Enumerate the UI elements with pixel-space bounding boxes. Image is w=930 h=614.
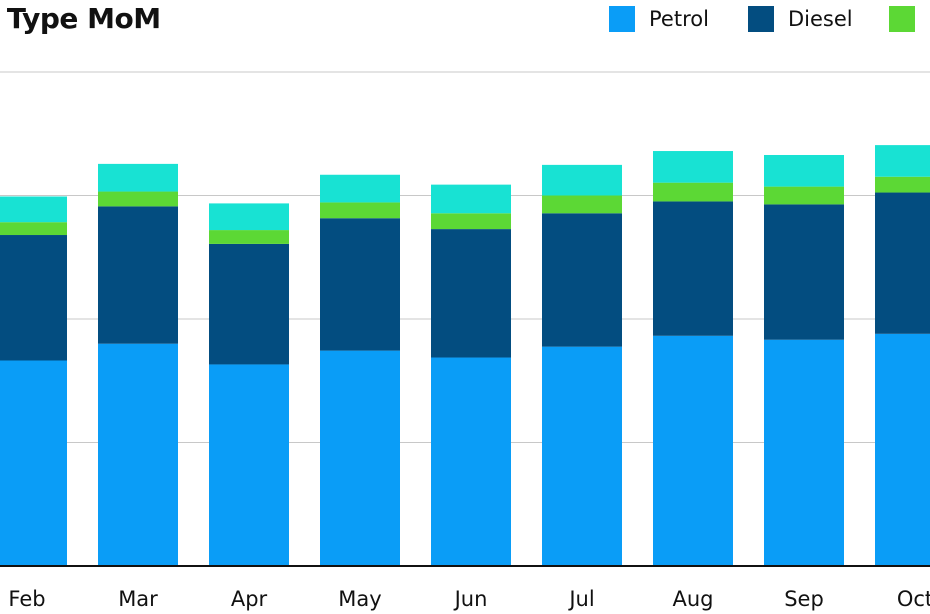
bar-feb-series-3[interactable] xyxy=(0,196,67,223)
bar-may-series-1[interactable] xyxy=(320,218,400,351)
x-tick-label-sep: Sep xyxy=(784,587,824,611)
x-tick-label-may: May xyxy=(338,587,381,611)
bar-apr-series-3[interactable] xyxy=(209,203,289,231)
legend-item-third[interactable] xyxy=(889,6,929,32)
bar-mar-series-2[interactable] xyxy=(98,191,178,207)
legend-swatch-diesel xyxy=(748,6,774,32)
bar-jul-series-1[interactable] xyxy=(542,213,622,347)
legend-item-diesel[interactable]: Diesel xyxy=(748,6,853,32)
legend-label-petrol: Petrol xyxy=(649,7,709,31)
legend-item-petrol[interactable]: Petrol xyxy=(609,6,709,32)
bar-jun-series-3[interactable] xyxy=(431,184,511,214)
bar-feb-series-0[interactable] xyxy=(0,360,67,566)
x-tick-label-oct: Oct xyxy=(897,587,930,611)
bar-sep-series-2[interactable] xyxy=(764,186,844,205)
bar-may-series-3[interactable] xyxy=(320,174,400,203)
x-tick-label-feb: Feb xyxy=(8,587,45,611)
bar-jul-series-2[interactable] xyxy=(542,195,622,214)
bar-sep-series-1[interactable] xyxy=(764,204,844,340)
bar-aug-series-2[interactable] xyxy=(653,182,733,202)
bar-oct-series-0[interactable] xyxy=(875,333,930,566)
bar-jul-series-3[interactable] xyxy=(542,164,622,196)
bar-oct-series-2[interactable] xyxy=(875,176,930,193)
x-tick-label-aug: Aug xyxy=(672,587,713,611)
bar-oct-series-1[interactable] xyxy=(875,192,930,334)
legend-swatch-third xyxy=(889,6,915,32)
bar-jul-series-0[interactable] xyxy=(542,346,622,566)
bar-may-series-0[interactable] xyxy=(320,350,400,566)
legend-label-diesel: Diesel xyxy=(788,7,853,31)
bar-apr-series-2[interactable] xyxy=(209,230,289,244)
x-tick-label-jul: Jul xyxy=(567,587,594,611)
bar-apr-series-1[interactable] xyxy=(209,243,289,365)
bar-sep-series-3[interactable] xyxy=(764,154,844,187)
bar-sep-series-0[interactable] xyxy=(764,339,844,566)
bar-aug-series-3[interactable] xyxy=(653,151,733,183)
x-tick-label-apr: Apr xyxy=(231,587,268,611)
chart-legend: Petrol Diesel xyxy=(0,6,930,36)
bar-mar-series-1[interactable] xyxy=(98,206,178,344)
chart-title: el Type MoM xyxy=(0,2,161,35)
bar-feb-series-1[interactable] xyxy=(0,235,67,361)
bar-apr-series-0[interactable] xyxy=(209,364,289,566)
bar-mar-series-0[interactable] xyxy=(98,343,178,566)
bar-jun-series-1[interactable] xyxy=(431,229,511,358)
bar-jun-series-0[interactable] xyxy=(431,357,511,566)
bar-may-series-2[interactable] xyxy=(320,202,400,219)
bar-aug-series-0[interactable] xyxy=(653,335,733,566)
bar-aug-series-1[interactable] xyxy=(653,201,733,336)
bar-mar-series-3[interactable] xyxy=(98,163,178,192)
legend-swatch-petrol xyxy=(609,6,635,32)
bar-oct-series-3[interactable] xyxy=(875,145,930,177)
x-tick-label-jun: Jun xyxy=(453,587,488,611)
bar-jun-series-2[interactable] xyxy=(431,213,511,230)
x-tick-label-mar: Mar xyxy=(118,587,158,611)
bar-feb-series-2[interactable] xyxy=(0,222,67,236)
